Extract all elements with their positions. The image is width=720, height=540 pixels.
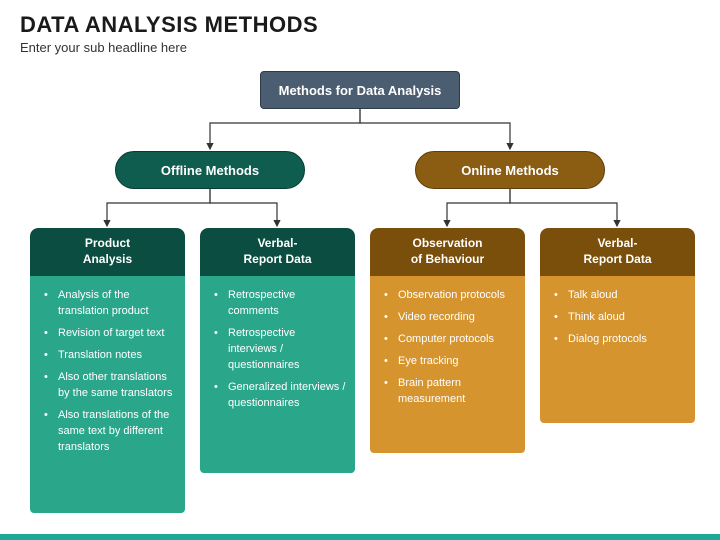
- card-body: Analysis of the translation product Revis…: [30, 276, 185, 513]
- list-item: Eye tracking: [388, 354, 517, 370]
- card-body: Talk aloud Think aloud Dialog protocols: [540, 276, 695, 423]
- slide-header: DATA ANALYSIS METHODS Enter your sub hea…: [0, 0, 720, 63]
- accent-bar: [0, 534, 720, 540]
- list-item: Revision of target text: [48, 326, 177, 342]
- card-body: Retrospective comments Retrospective inte…: [200, 276, 355, 473]
- slide-title: DATA ANALYSIS METHODS: [20, 12, 700, 38]
- root-label: Methods for Data Analysis: [279, 83, 442, 98]
- card-verbal-offline: Verbal-Report Data Retrospective comment…: [200, 228, 355, 473]
- card-title: ProductAnalysis: [30, 228, 185, 276]
- list-item: Retrospective comments: [218, 288, 347, 320]
- slide-subtitle: Enter your sub headline here: [20, 40, 700, 55]
- branch-online: Online Methods: [415, 151, 605, 189]
- list-item: Dialog protocols: [558, 332, 687, 348]
- card-verbal-online: Verbal-Report Data Talk aloud Think aloud…: [540, 228, 695, 423]
- branch-offline-label: Offline Methods: [161, 163, 259, 178]
- branch-online-label: Online Methods: [461, 163, 559, 178]
- list-item: Analysis of the translation product: [48, 288, 177, 320]
- list-item: Video recording: [388, 310, 517, 326]
- branch-offline: Offline Methods: [115, 151, 305, 189]
- card-title: Verbal-Report Data: [540, 228, 695, 276]
- card-product-analysis: ProductAnalysis Analysis of the translat…: [30, 228, 185, 513]
- list-item: Brain pattern measurement: [388, 376, 517, 408]
- card-title: Observationof Behaviour: [370, 228, 525, 276]
- list-item: Think aloud: [558, 310, 687, 326]
- card-body: Observation protocols Video recording Comp…: [370, 276, 525, 453]
- list-item: Generalized interviews / questionnaires: [218, 380, 347, 412]
- list-item: Computer protocols: [388, 332, 517, 348]
- list-item: Also translations of the same text by di…: [48, 408, 177, 456]
- list-item: Retrospective interviews / questionnaire…: [218, 326, 347, 374]
- root-node: Methods for Data Analysis: [260, 71, 460, 109]
- card-title: Verbal-Report Data: [200, 228, 355, 276]
- list-item: Translation notes: [48, 348, 177, 364]
- list-item: Also other translations by the same tran…: [48, 370, 177, 402]
- diagram-canvas: Methods for Data Analysis Offline Method…: [0, 63, 720, 523]
- list-item: Observation protocols: [388, 288, 517, 304]
- card-observation: Observationof Behaviour Observation prot…: [370, 228, 525, 453]
- list-item: Talk aloud: [558, 288, 687, 304]
